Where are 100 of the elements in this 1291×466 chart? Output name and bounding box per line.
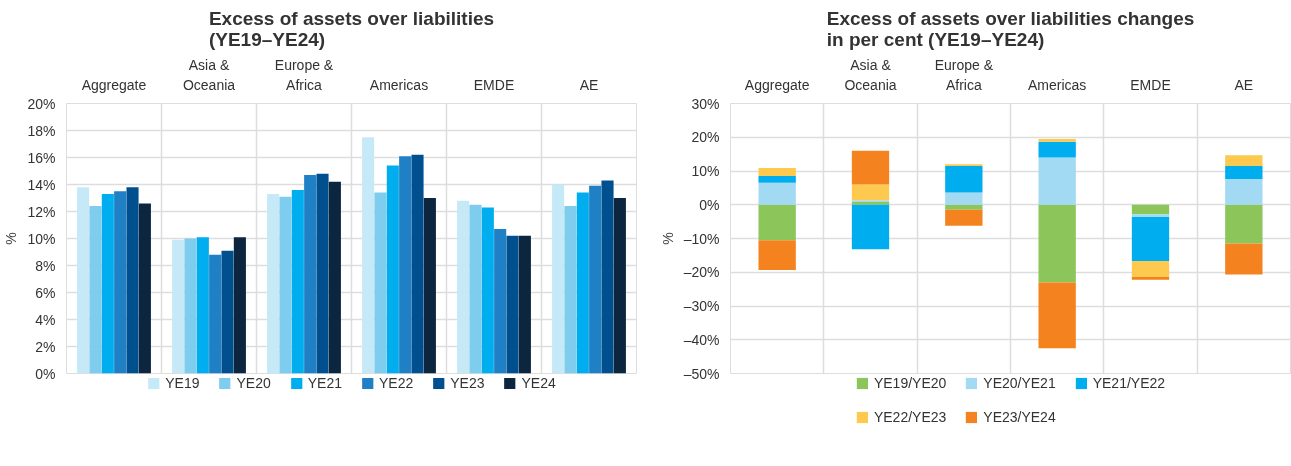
bar <box>1038 282 1076 349</box>
bar <box>196 237 209 374</box>
y-tick-label: 20% <box>691 129 720 146</box>
y-tick-label: 16% <box>27 149 56 166</box>
bar <box>758 167 796 177</box>
bar <box>374 192 387 374</box>
bar <box>758 204 796 241</box>
bar <box>494 229 507 374</box>
bar <box>1225 165 1263 180</box>
bar <box>423 198 436 374</box>
y-tick-label: –30% <box>683 298 720 314</box>
y-tick-label: 14% <box>27 176 56 193</box>
x-tick-label: Americas <box>1027 76 1087 93</box>
bar <box>601 180 614 374</box>
bar <box>1225 204 1263 244</box>
y-tick-label: –10% <box>683 230 720 247</box>
bar <box>233 237 246 374</box>
y-axis-title: % <box>3 232 20 245</box>
y-tick-label: 8% <box>35 257 56 274</box>
chart-title: Excess of assets over liabilities (YE19–YE24) <box>208 7 495 50</box>
y-tick-label: 4% <box>35 311 56 328</box>
y-tick-label: 20% <box>27 95 56 112</box>
x-tick-label: EMDE <box>473 76 515 93</box>
y-tick-label: 0% <box>35 365 56 382</box>
bar <box>172 239 185 374</box>
legend-label: YE21 <box>307 375 342 391</box>
chart-title: Excess of assets over liabilities changes in per cent (YE19–YE24) <box>826 7 1195 50</box>
y-axis-title: % <box>659 232 676 245</box>
bar <box>945 209 983 226</box>
bar <box>851 150 890 185</box>
bar <box>758 182 796 205</box>
bar <box>1038 141 1076 158</box>
x-tick-label: Europe & Africa <box>934 57 994 93</box>
bar <box>1225 243 1263 275</box>
bar <box>184 238 197 374</box>
bar <box>267 193 280 374</box>
legend-label: YE22 <box>379 375 414 391</box>
bar <box>589 185 602 374</box>
bar <box>114 191 127 374</box>
x-tick-label: EMDE <box>1130 76 1171 93</box>
y-tick-label: 10% <box>27 230 56 247</box>
x-tick-label: Americas <box>369 76 429 93</box>
bar <box>209 254 222 374</box>
legend-label: YE19/YE20 <box>873 375 947 391</box>
legend-label: YE21/YE22 <box>1092 375 1166 391</box>
bar <box>279 196 292 374</box>
bar <box>1131 214 1170 217</box>
y-tick-label: 2% <box>35 338 56 355</box>
legend-label: YE19 <box>165 375 200 391</box>
y-tick-label: 10% <box>691 163 720 179</box>
y-tick-label: –50% <box>683 365 720 382</box>
y-tick-label: 6% <box>35 284 56 301</box>
bar <box>469 204 482 374</box>
bar <box>1038 138 1076 142</box>
bar <box>1038 204 1076 283</box>
x-tick-label: AE <box>1234 76 1254 93</box>
bar <box>1131 204 1170 215</box>
bar <box>362 137 375 374</box>
bar <box>138 203 151 374</box>
bar <box>613 198 626 374</box>
legend-label: YE24 <box>521 375 556 391</box>
bar <box>945 165 983 193</box>
y-tick-label: 12% <box>27 203 56 220</box>
bar <box>564 206 577 374</box>
bar <box>552 184 565 374</box>
bar <box>1225 155 1263 166</box>
legend-label: YE20/YE21 <box>983 375 1056 391</box>
x-tick-label: Aggregate <box>744 76 810 93</box>
bar <box>126 187 139 374</box>
y-tick-label: –40% <box>683 331 720 348</box>
bar <box>481 207 494 374</box>
bar <box>851 184 890 201</box>
x-tick-label: AE <box>579 76 599 93</box>
bar <box>291 189 304 374</box>
x-tick-label: Europe & Africa <box>274 57 334 93</box>
bar <box>1131 261 1170 277</box>
bar <box>304 175 317 374</box>
y-tick-label: 30% <box>691 95 720 112</box>
legend-label: YE20 <box>236 375 271 391</box>
bar <box>316 173 329 374</box>
bar <box>1038 157 1076 205</box>
bar <box>411 154 424 374</box>
bar <box>399 156 412 374</box>
bar <box>457 200 470 374</box>
bar <box>758 176 796 183</box>
x-tick-label: Aggregate <box>81 76 147 93</box>
bar <box>77 187 90 374</box>
bar <box>89 206 102 374</box>
legend-label: YE22/YE23 <box>873 409 947 425</box>
bar <box>506 235 519 374</box>
bar <box>1131 276 1170 280</box>
bar <box>945 204 983 210</box>
y-tick-label: 0% <box>699 196 720 213</box>
bar <box>101 193 114 374</box>
bar <box>221 250 234 374</box>
legend-label: YE23 <box>450 375 485 391</box>
y-tick-label: 18% <box>27 122 56 139</box>
bar <box>1131 216 1170 262</box>
legend-label: YE23/YE24 <box>983 409 1056 425</box>
bar <box>328 181 341 374</box>
